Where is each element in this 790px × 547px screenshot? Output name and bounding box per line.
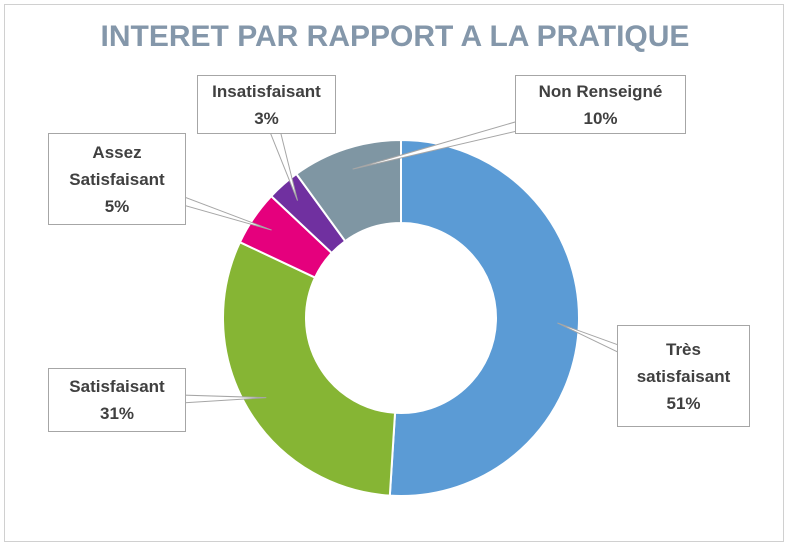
data-label: Satisfaisant 31%	[48, 368, 186, 432]
label-value: 3%	[254, 108, 279, 128]
label-value: 51%	[666, 393, 701, 413]
label-category: Satisfaisant	[69, 377, 165, 396]
label-value: 5%	[104, 196, 130, 216]
donut-slice	[294, 138, 402, 243]
label-category: Non Renseigné	[538, 81, 663, 101]
label-category: Insatisfaisant	[212, 81, 321, 101]
chart-frame	[4, 4, 784, 542]
donut-slice	[222, 240, 397, 497]
chart-title: INTERET PAR RAPPORT A LA PRATIQUE	[100, 20, 690, 53]
label-category: Très satisfaisant	[636, 339, 731, 386]
data-label: Assez Satisfaisant 5%	[48, 133, 186, 225]
data-label: Insatisfaisant 3%	[197, 75, 336, 134]
donut-slice	[388, 138, 580, 497]
data-label: Très satisfaisant 51%	[617, 325, 750, 427]
label-value: 10%	[583, 108, 618, 128]
label-category: Assez Satisfaisant	[69, 142, 165, 189]
label-value: 31%	[99, 404, 135, 423]
data-label: Non Renseigné 10%	[515, 75, 686, 134]
